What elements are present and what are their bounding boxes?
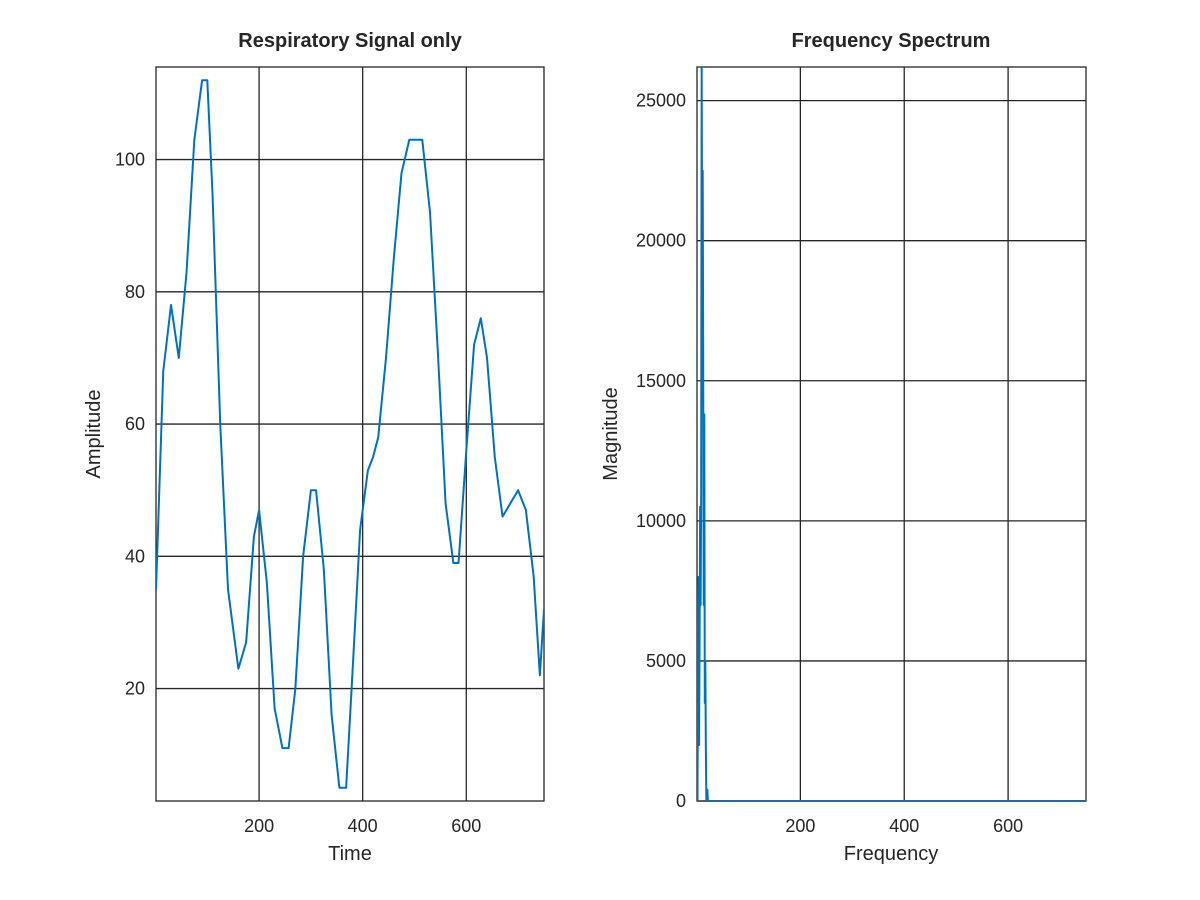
time-x-tick-label: 600: [451, 816, 481, 836]
frequency-axis-label: Frequency: [844, 843, 939, 865]
freq-y-tick-label: 0: [676, 791, 686, 811]
freq-y-tick-label: 5000: [646, 651, 686, 671]
magnitude-axis-label: Magnitude: [600, 387, 622, 480]
freq-x-tick-label: 600: [993, 816, 1023, 836]
time-y-tick-label: 20: [125, 679, 145, 699]
time-y-tick-label: 60: [125, 414, 145, 434]
time-x-tick-label: 200: [244, 816, 274, 836]
frequency-domain-title: Frequency Spectrum: [792, 30, 991, 52]
freq-y-tick-label: 10000: [636, 511, 686, 531]
time-x-tick-label: 400: [348, 816, 378, 836]
time-axes-box: [155, 66, 545, 802]
frequency-domain-axes: Frequency Spectrum Frequency Magnitude 2…: [600, 30, 1087, 865]
freq-x-tick-label: 200: [785, 816, 815, 836]
time-y-tick-label: 80: [125, 282, 145, 302]
time-axis-label: Time: [328, 843, 372, 865]
time-domain-title: Respiratory Signal only: [238, 30, 462, 52]
time-y-tick-label: 40: [125, 546, 145, 566]
amplitude-axis-label: Amplitude: [83, 390, 105, 479]
time-y-tick-label: 100: [115, 150, 145, 170]
freq-y-tick-label: 25000: [636, 91, 686, 111]
time-domain-axes: Respiratory Signal only Time Amplitude 2…: [83, 30, 545, 865]
freq-y-tick-label: 20000: [636, 231, 686, 251]
freq-series-line: [697, 67, 1086, 801]
freq-x-tick-label: 400: [889, 816, 919, 836]
time-series-line: [156, 79, 544, 789]
freq-y-tick-label: 15000: [636, 371, 686, 391]
